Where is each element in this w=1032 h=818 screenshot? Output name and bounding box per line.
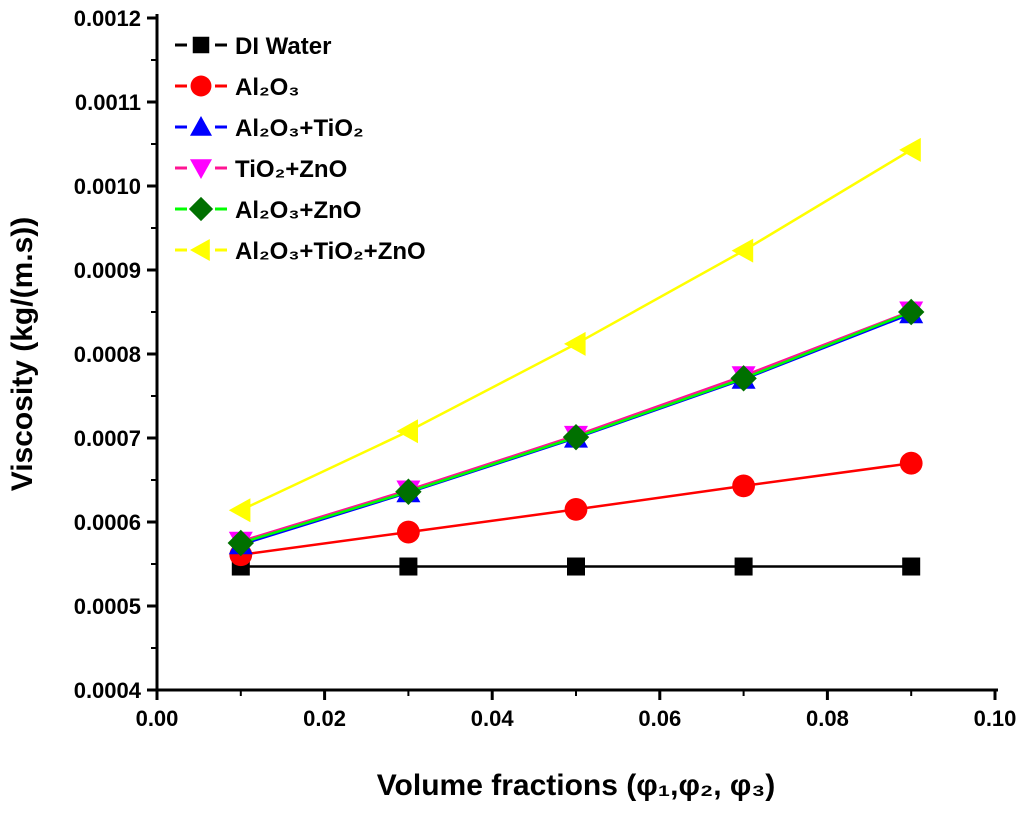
data-point [734, 557, 753, 576]
y-tick-label: 0.0007 [74, 426, 141, 451]
data-point [731, 238, 754, 263]
axes: 0.00 0.02 0.04 0.06 0.08 0.10 0.0004 0.0005 0.00… [74, 6, 1017, 731]
y-tick-label: 0.0008 [74, 342, 141, 367]
legend-marker [192, 36, 210, 54]
y-axis-label: Viscosity (kg/(m.s)) [6, 217, 39, 492]
x-tick-label: 0.06 [638, 706, 681, 731]
x-tick-label: 0.08 [806, 706, 849, 731]
series-1 [229, 451, 923, 567]
legend-label: Al₂O₃+TiO₂ [235, 115, 364, 142]
data-point [399, 557, 418, 576]
data-point [227, 529, 254, 557]
y-tick-label: 0.0012 [74, 6, 141, 31]
legend-label: Al₂O₃+ZnO [235, 197, 361, 224]
data-point [228, 498, 251, 523]
legend-marker [190, 239, 210, 261]
x-tick-label: 0.00 [136, 706, 179, 731]
x-tick-label: 0.02 [303, 706, 346, 731]
data-point [562, 423, 590, 451]
x-tick-label: 0.04 [471, 706, 515, 731]
data-point [730, 365, 757, 392]
series-0 [231, 557, 921, 576]
legend-marker [190, 116, 212, 136]
x-axis-label: Volume fractions (φ₁,φ₂, φ₃) [377, 769, 775, 802]
y-tick-label: 0.0009 [74, 258, 141, 283]
data-point [567, 557, 585, 576]
legend-marker [190, 75, 212, 97]
data-point [564, 498, 588, 521]
data-point [395, 478, 422, 505]
x-tick-label: 0.10 [974, 706, 1017, 731]
data-point [902, 557, 921, 576]
legend-label: DI Water [235, 33, 331, 60]
legend-marker [190, 159, 212, 179]
data-point [396, 419, 418, 444]
y-tick-label: 0.0004 [74, 678, 142, 703]
data-point [898, 298, 925, 326]
legend-item: Al₂O₃ [175, 74, 299, 101]
legend-marker [188, 196, 214, 222]
legend: DI Water Al₂O₃ Al₂O₃+TiO₂ TiO₂+ZnO Al₂O₃+ZnO… [175, 33, 426, 265]
series-4 [227, 298, 925, 557]
legend-item: Al₂O₃+TiO₂+ZnO [175, 238, 426, 265]
legend-item: Al₂O₃+ZnO [175, 196, 361, 224]
y-tick-label: 0.0005 [74, 594, 141, 619]
data-point [732, 474, 755, 498]
legend-label: Al₂O₃+TiO₂+ZnO [235, 238, 426, 265]
series-5 [228, 137, 921, 523]
y-tick-label: 0.0006 [74, 510, 141, 535]
plot-area [227, 137, 925, 576]
legend-item: DI Water [175, 33, 331, 60]
y-tick-label: 0.0010 [74, 174, 141, 199]
y-tick-label: 0.0011 [75, 90, 141, 115]
legend-item: TiO₂+ZnO [175, 156, 347, 183]
data-point [564, 331, 586, 356]
legend-label: Al₂O₃ [235, 74, 299, 101]
data-point [899, 137, 921, 162]
data-point [397, 520, 420, 544]
data-point [899, 451, 923, 475]
legend-label: TiO₂+ZnO [235, 156, 347, 183]
legend-item: Al₂O₃+TiO₂ [175, 115, 364, 142]
